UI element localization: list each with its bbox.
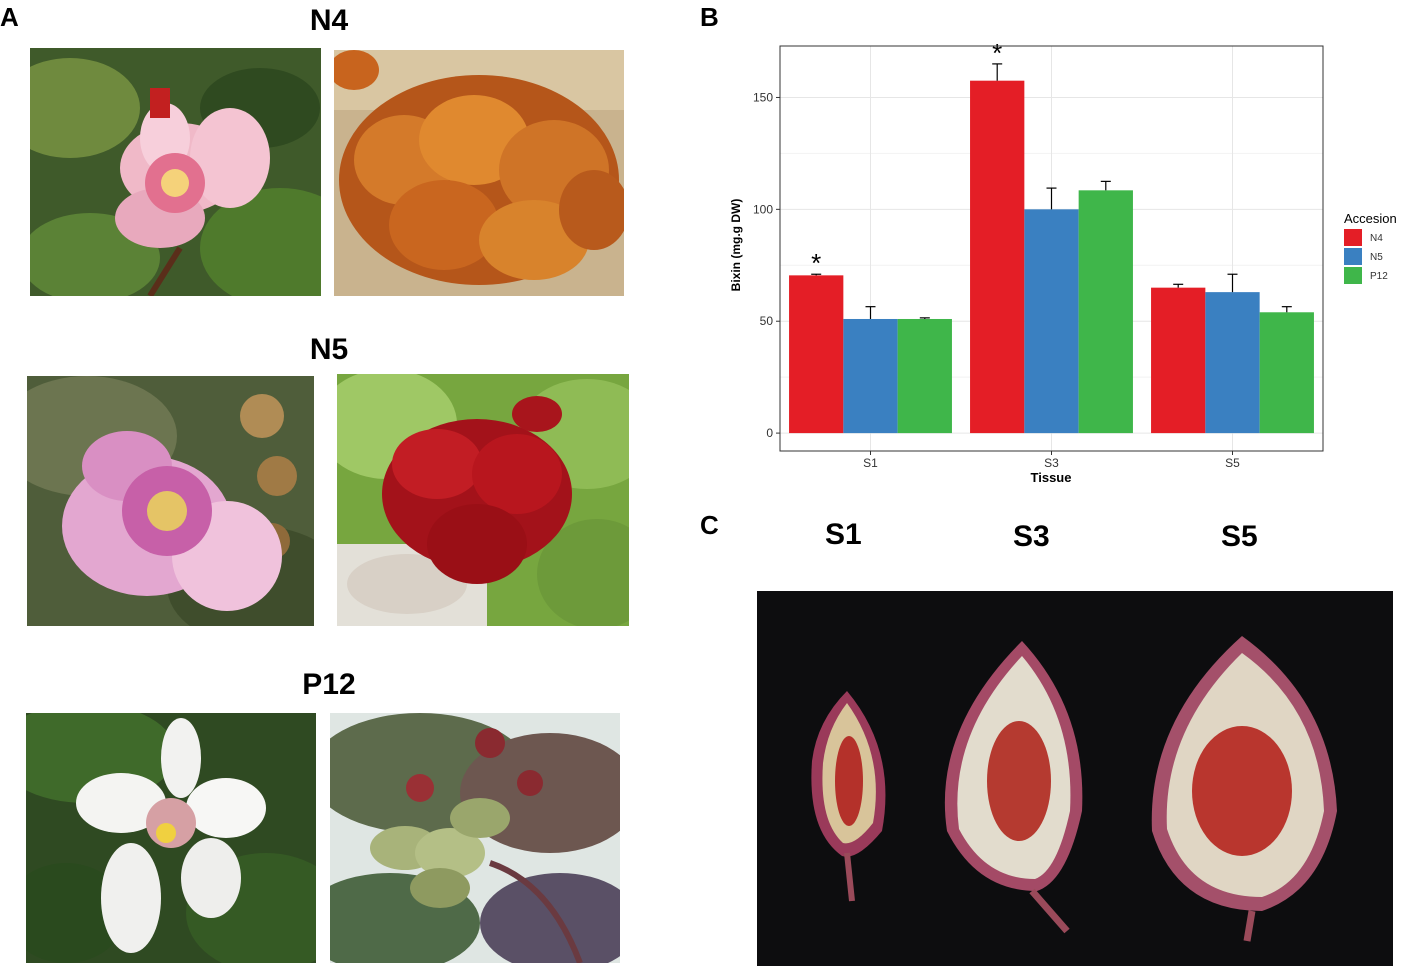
legend-swatch [1344,267,1362,284]
bar [1024,209,1079,434]
significance-mark: * [992,38,1002,68]
photo-n5-flower [27,376,314,626]
stage-label-s5: S5 [1221,520,1258,553]
photo-n4-flower [30,48,321,296]
x-tick-label: S3 [1044,456,1059,470]
accession-title-n5: N5 [309,333,349,366]
chart-axes: 0 50 100 150 S1 S3 S5 [753,45,1324,470]
legend-label: N5 [1370,252,1383,263]
chart-legend: Accesion N4 N5 P12 [1344,211,1397,284]
bar [1151,287,1206,434]
bar [1078,190,1133,434]
photo-p12-fruit [330,713,620,963]
stage-label-s1: S1 [825,518,862,551]
photo-n5-fruit [337,374,629,626]
y-tick-label: 150 [753,90,773,104]
accession-title-p12: P12 [302,668,356,701]
x-tick-label: S1 [863,456,878,470]
bar [897,318,952,434]
y-tick-label: 50 [760,314,774,328]
legend-label: N4 [1370,233,1383,244]
bar [1259,312,1314,434]
y-axis-label: Bixin (mg.g DW) [729,199,743,292]
photo-seed-pods [757,591,1393,966]
x-axis-label: Tissue [1031,470,1072,485]
accession-title-n4: N4 [309,4,349,37]
y-tick-label: 0 [766,426,773,440]
legend-title: Accesion [1344,211,1397,226]
panel-label-b: B [700,2,719,32]
x-tick-label: S5 [1225,456,1240,470]
bar [970,80,1025,434]
bar [789,275,844,434]
panel-label-a: A [0,2,19,32]
legend-swatch [1344,229,1362,246]
legend-label: P12 [1370,271,1388,282]
bar [843,318,898,434]
photo-p12-flower [26,713,316,963]
photo-n4-fruit [334,50,624,296]
panel-label-c: C [700,510,719,540]
chart-bars: ** [789,38,1314,434]
bar [1205,292,1260,434]
significance-mark: * [811,248,821,278]
legend-swatch [1344,248,1362,265]
y-tick-label: 100 [753,202,773,216]
stage-label-s3: S3 [1013,520,1050,553]
